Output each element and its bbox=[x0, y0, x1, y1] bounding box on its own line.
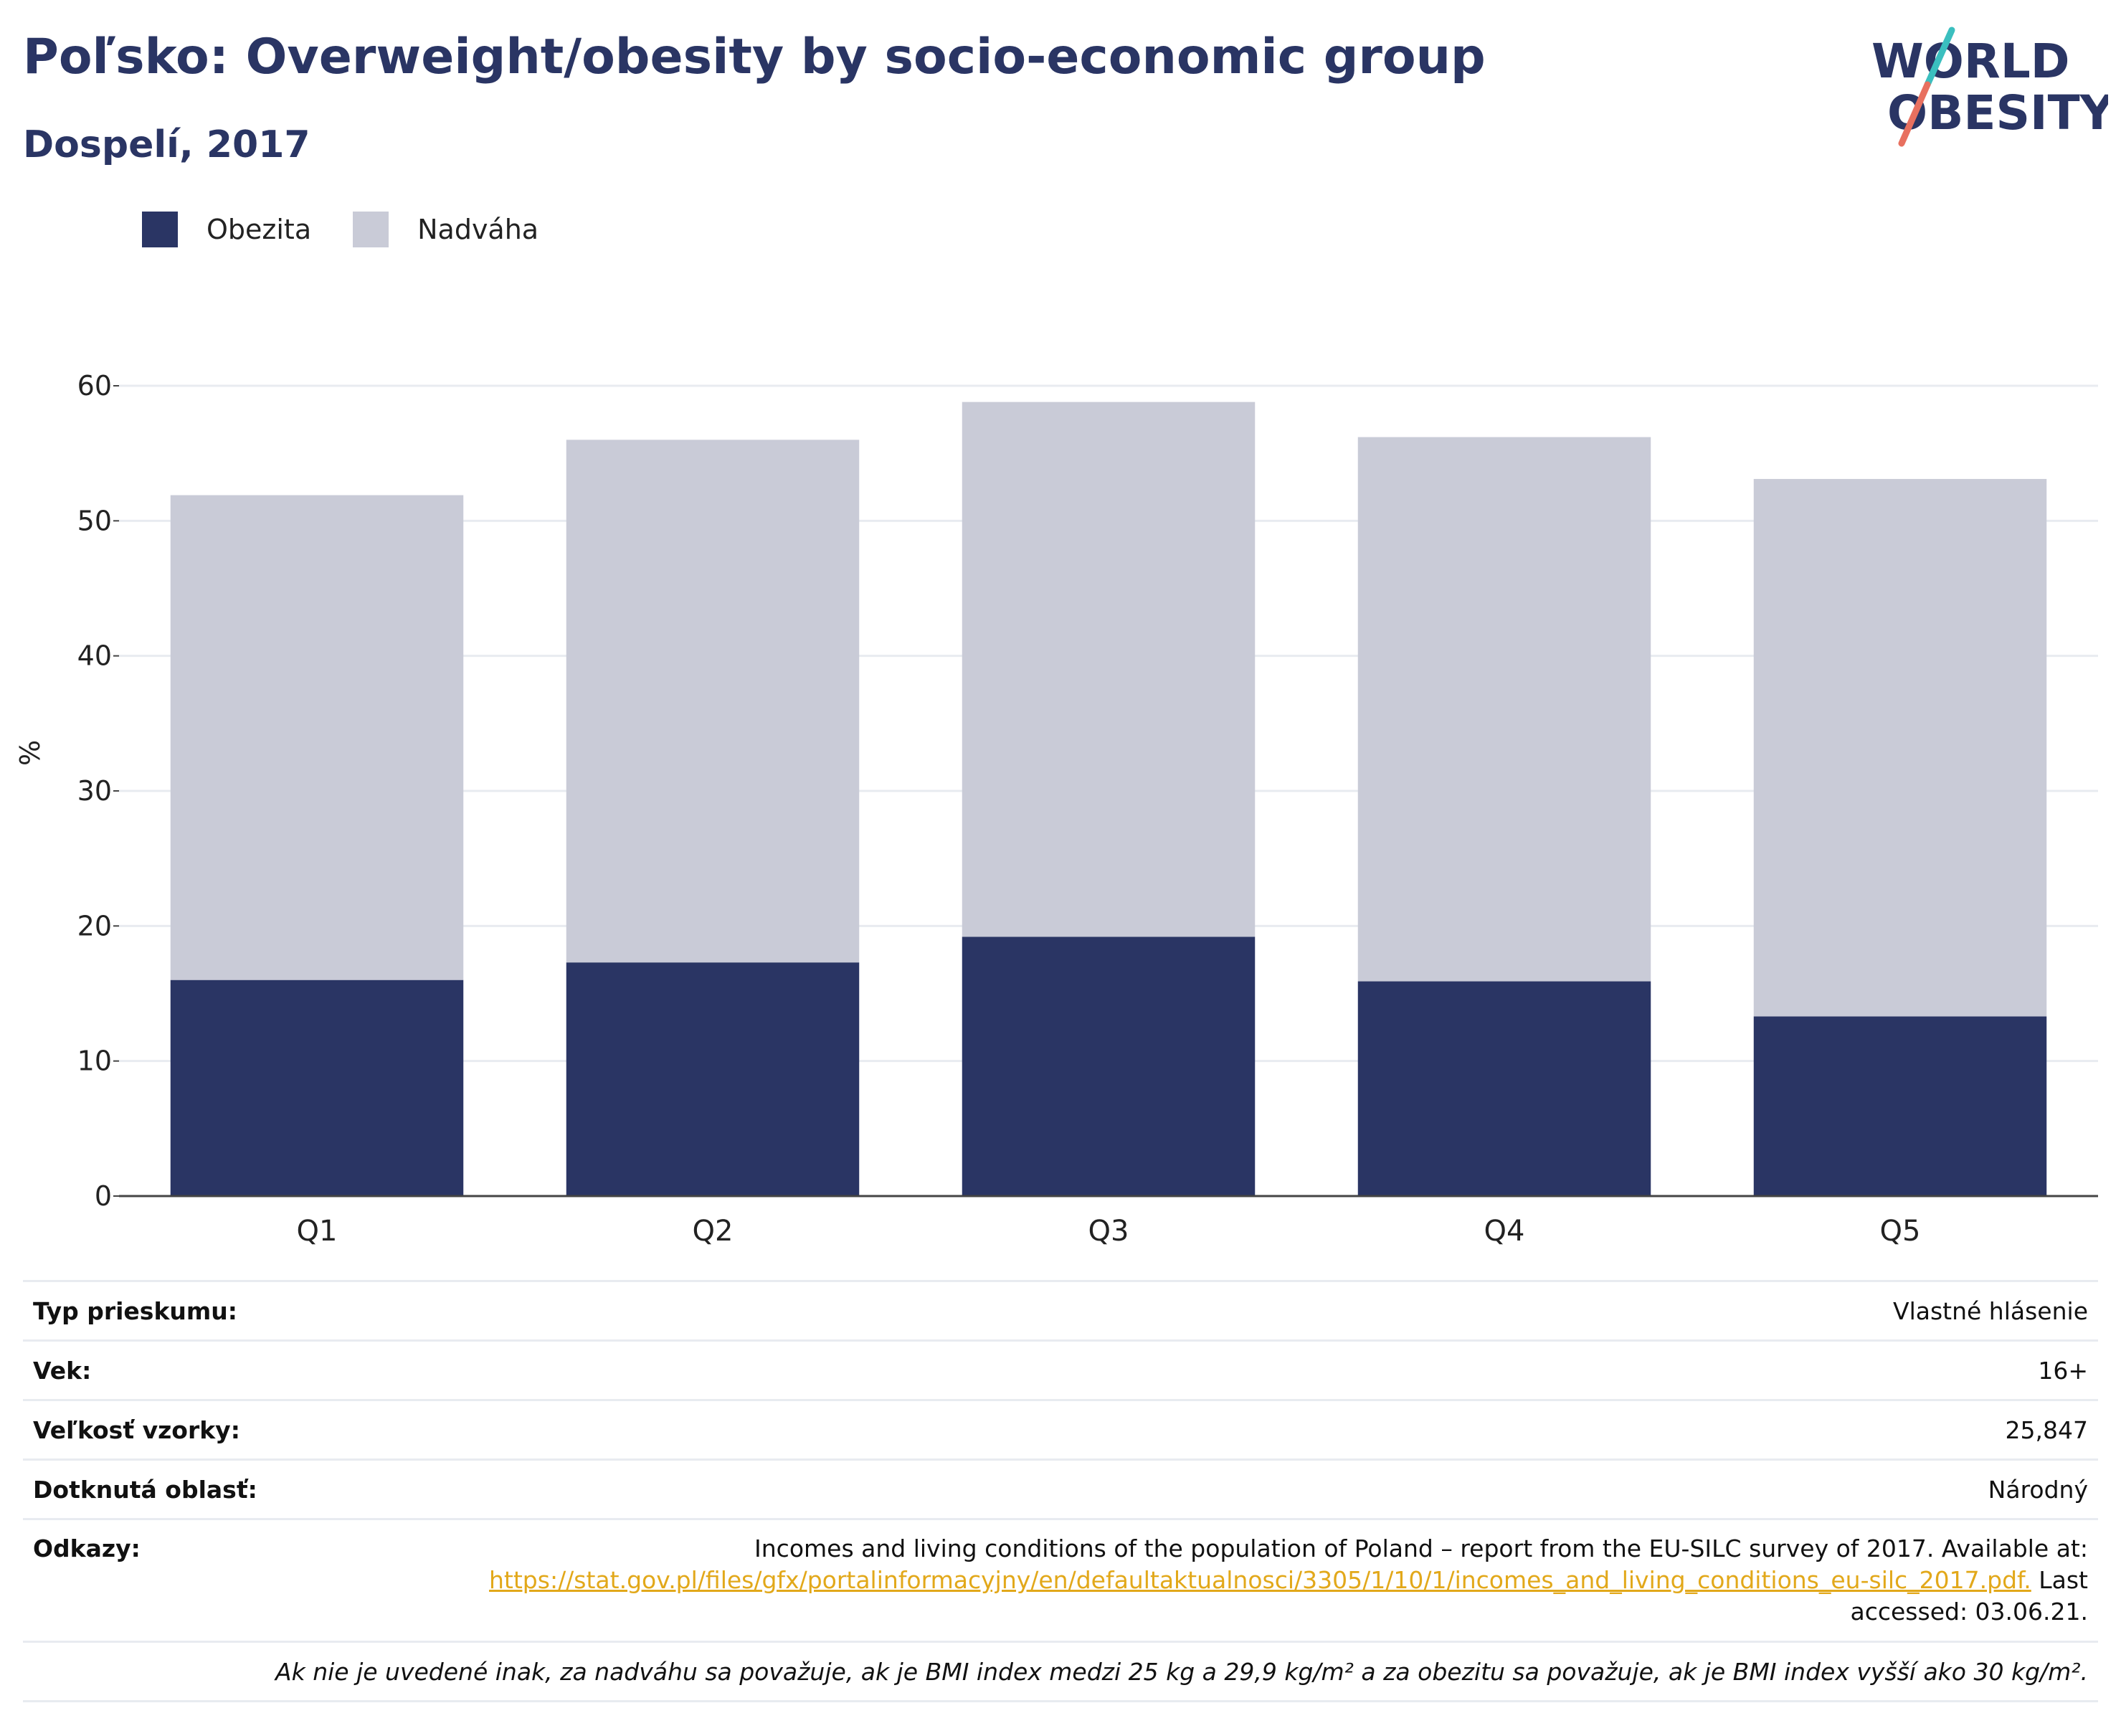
y-tick-label: 50 bbox=[77, 505, 112, 536]
info-row-age: Vek: 16+ bbox=[23, 1339, 2098, 1399]
bar-q2-nadvaha bbox=[566, 440, 860, 963]
logo-slash-coral bbox=[1898, 81, 1931, 147]
info-label-survey-type: Typ prieskumu: bbox=[33, 1296, 237, 1325]
y-tick-label: 40 bbox=[77, 640, 112, 672]
bar-q4-obezita bbox=[1357, 981, 1651, 1196]
info-row-note: Ak nie je uvedené inak, za nadváhu sa po… bbox=[23, 1641, 2098, 1702]
logo-slash-teal bbox=[1924, 27, 1955, 88]
y-tick-label: 10 bbox=[77, 1045, 112, 1077]
legend-label-obezita: Obezita bbox=[207, 214, 312, 245]
world-obesity-logo: WORLD OBESITY bbox=[1871, 27, 2108, 147]
info-label-area: Dotknutá oblasť: bbox=[33, 1475, 257, 1504]
x-tick-label: Q5 bbox=[1880, 1215, 1921, 1248]
x-tick-label: Q4 bbox=[1484, 1215, 1525, 1248]
legend-label-nadvaha: Nadváha bbox=[417, 214, 539, 245]
info-row-survey-type: Typ prieskumu: Vlastné hlásenie bbox=[23, 1280, 2098, 1339]
bmi-definition-note: Ak nie je uvedené inak, za nadváhu sa po… bbox=[275, 1657, 2088, 1686]
bar-q5-obezita bbox=[1753, 1016, 2047, 1196]
x-tick-label: Q3 bbox=[1088, 1215, 1129, 1248]
x-tick-label: Q2 bbox=[693, 1215, 734, 1248]
bar-q1-nadvaha bbox=[170, 495, 464, 980]
info-table: Typ prieskumu: Vlastné hlásenie Vek: 16+… bbox=[23, 1280, 2098, 1702]
info-value-survey-type: Vlastné hlásenie bbox=[1893, 1296, 2088, 1325]
logo-line-1: WORLD bbox=[1871, 34, 2070, 89]
y-tick-label: 60 bbox=[77, 370, 112, 402]
info-row-sample-size: Veľkosť vzorky: 25,847 bbox=[23, 1399, 2098, 1458]
legend-item-nadvaha[interactable]: Nadváha bbox=[353, 212, 538, 247]
reference-text: Incomes and living conditions of the pop… bbox=[754, 1535, 2088, 1562]
info-row-references: Odkazy: Incomes and living conditions of… bbox=[23, 1518, 2098, 1641]
bar-q2-obezita bbox=[566, 962, 860, 1196]
info-value-area: Národný bbox=[1988, 1475, 2088, 1504]
bar-q4-nadvaha bbox=[1357, 437, 1651, 982]
legend-swatch-nadvaha bbox=[353, 212, 389, 247]
info-label-age: Vek: bbox=[33, 1356, 92, 1385]
bar-q3-nadvaha bbox=[962, 402, 1256, 937]
info-value-sample-size: 25,847 bbox=[2005, 1415, 2088, 1444]
info-label-sample-size: Veľkosť vzorky: bbox=[33, 1415, 240, 1444]
legend-item-obezita[interactable]: Obezita bbox=[142, 212, 311, 247]
stacked-bar-chart: 0 10 20 30 40 50 60 Q1 Q2 Q3 Q4 Q5 bbox=[77, 370, 2098, 1248]
chart-legend: Obezita Nadváha bbox=[142, 212, 580, 247]
reference-link[interactable]: https://stat.gov.pl/files/gfx/portalinfo… bbox=[489, 1566, 2031, 1594]
x-tick-label: Q1 bbox=[297, 1215, 338, 1248]
info-row-area: Dotknutá oblasť: Národný bbox=[23, 1458, 2098, 1518]
y-tick-label: 0 bbox=[95, 1180, 112, 1212]
bar-q1-obezita bbox=[170, 980, 464, 1196]
page-subtitle: Dospelí, 2017 bbox=[23, 123, 310, 166]
legend-swatch-obezita bbox=[142, 212, 178, 247]
bar-q5-nadvaha bbox=[1753, 478, 2047, 1017]
info-value-age: 16+ bbox=[2038, 1356, 2088, 1385]
info-label-references: Odkazy: bbox=[33, 1535, 141, 1562]
info-value-references: Incomes and living conditions of the pop… bbox=[439, 1533, 2088, 1628]
y-tick-label: 20 bbox=[77, 910, 112, 941]
bar-q3-obezita bbox=[962, 936, 1256, 1196]
page-title: Poľsko: Overweight/obesity by socio-econ… bbox=[23, 29, 1486, 85]
reference-accessed: Last accessed: 03.06.21. bbox=[1850, 1566, 2089, 1626]
y-tick-label: 30 bbox=[77, 775, 112, 807]
